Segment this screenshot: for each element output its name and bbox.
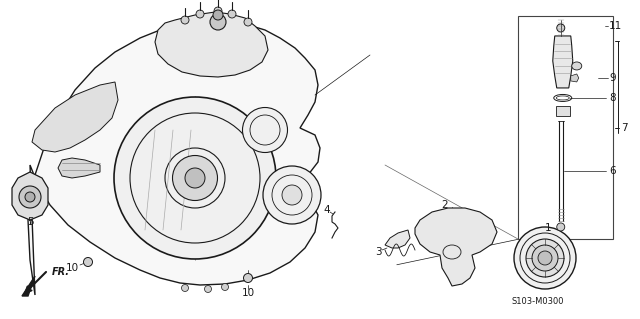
Polygon shape <box>155 12 268 77</box>
Text: 9: 9 <box>609 73 616 83</box>
Ellipse shape <box>25 192 35 202</box>
Ellipse shape <box>205 286 211 293</box>
Text: 11: 11 <box>609 21 622 31</box>
Polygon shape <box>571 74 579 82</box>
Ellipse shape <box>181 164 209 192</box>
Ellipse shape <box>214 7 222 15</box>
Ellipse shape <box>196 10 204 18</box>
Text: 2: 2 <box>442 200 448 210</box>
Bar <box>556 106 570 116</box>
Ellipse shape <box>572 62 582 70</box>
Ellipse shape <box>263 166 321 224</box>
Polygon shape <box>553 36 573 88</box>
Ellipse shape <box>228 10 236 18</box>
Ellipse shape <box>532 245 558 271</box>
Text: 6: 6 <box>609 166 616 176</box>
Ellipse shape <box>185 168 205 188</box>
Ellipse shape <box>282 185 302 205</box>
Polygon shape <box>32 82 118 152</box>
Text: 10: 10 <box>65 263 79 273</box>
Bar <box>518 16 613 239</box>
Text: 10: 10 <box>241 288 255 298</box>
Polygon shape <box>28 20 320 295</box>
Ellipse shape <box>244 18 252 26</box>
Ellipse shape <box>526 239 564 277</box>
Ellipse shape <box>182 285 189 292</box>
Polygon shape <box>385 230 410 248</box>
Text: 7: 7 <box>621 122 628 133</box>
Text: 8: 8 <box>609 93 616 103</box>
Polygon shape <box>12 172 48 220</box>
Text: 5: 5 <box>27 217 33 227</box>
Ellipse shape <box>181 16 189 24</box>
Text: 1: 1 <box>545 223 551 233</box>
Ellipse shape <box>514 227 576 289</box>
Polygon shape <box>415 208 497 286</box>
Ellipse shape <box>114 97 276 259</box>
Ellipse shape <box>221 284 228 291</box>
Ellipse shape <box>557 223 564 231</box>
Ellipse shape <box>557 24 564 32</box>
Ellipse shape <box>19 186 41 208</box>
Text: FR.: FR. <box>52 267 70 277</box>
Ellipse shape <box>213 10 223 20</box>
Text: S103-M0300: S103-M0300 <box>511 297 564 306</box>
Ellipse shape <box>243 273 253 283</box>
Ellipse shape <box>210 14 226 30</box>
Text: 3: 3 <box>374 247 381 257</box>
Ellipse shape <box>538 251 552 265</box>
Ellipse shape <box>243 108 287 152</box>
Ellipse shape <box>83 257 93 266</box>
Polygon shape <box>58 158 100 178</box>
Text: 4: 4 <box>324 205 330 215</box>
Ellipse shape <box>173 155 218 201</box>
Polygon shape <box>22 276 35 296</box>
